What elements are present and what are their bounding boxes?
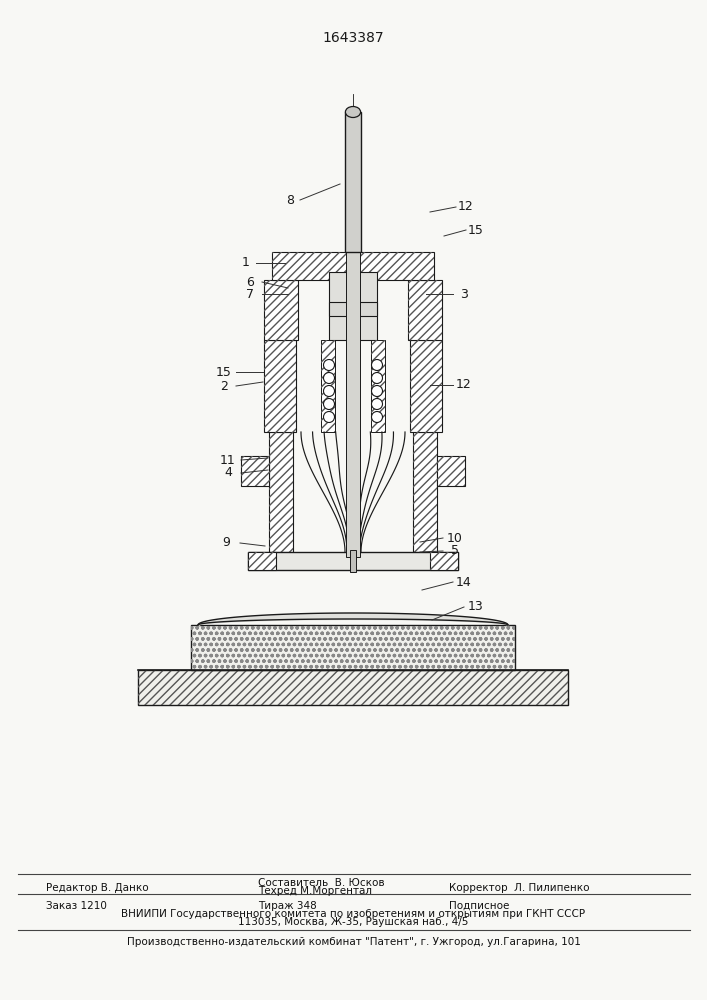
Bar <box>191 625 515 670</box>
Text: Производственно-издательский комбинат "Патент", г. Ужгород, ул.Гагарина, 101: Производственно-издательский комбинат "П… <box>127 937 580 947</box>
Circle shape <box>371 372 382 383</box>
Text: Подписное: Подписное <box>449 901 509 911</box>
Text: 8: 8 <box>286 194 294 207</box>
Bar <box>430 552 458 570</box>
Bar <box>191 625 515 670</box>
Bar <box>264 280 298 340</box>
Text: Заказ 1210: Заказ 1210 <box>46 901 107 911</box>
Bar <box>430 552 458 570</box>
Bar <box>350 550 356 572</box>
Bar <box>138 670 568 705</box>
Circle shape <box>371 360 382 370</box>
Bar <box>138 670 568 705</box>
Bar <box>329 272 377 340</box>
Bar <box>269 432 293 552</box>
Circle shape <box>371 398 382 410</box>
Text: 1: 1 <box>242 256 250 269</box>
Text: 2: 2 <box>220 379 228 392</box>
Bar <box>408 280 442 340</box>
Text: Тираж 348: Тираж 348 <box>258 901 317 911</box>
Text: 15: 15 <box>216 365 232 378</box>
Circle shape <box>324 360 334 370</box>
Text: 6: 6 <box>246 275 254 288</box>
Text: 11: 11 <box>220 454 236 466</box>
Bar <box>371 340 385 432</box>
Bar <box>272 252 434 280</box>
Bar <box>248 552 276 570</box>
Circle shape <box>324 372 334 383</box>
Bar <box>264 340 296 432</box>
Text: 113035, Москва, Ж-35, Раушская наб., 4/5: 113035, Москва, Ж-35, Раушская наб., 4/5 <box>238 917 469 927</box>
Bar <box>264 340 296 432</box>
Circle shape <box>324 398 334 410</box>
Bar <box>272 252 434 280</box>
Circle shape <box>324 412 334 422</box>
Text: 5: 5 <box>451 544 459 558</box>
Text: 14: 14 <box>456 576 472 588</box>
Text: 7: 7 <box>246 288 254 300</box>
Bar <box>371 340 385 432</box>
Text: Составитель  В. Юсков: Составитель В. Юсков <box>258 878 385 888</box>
Bar <box>248 552 458 570</box>
Bar <box>241 456 269 486</box>
Text: 15: 15 <box>468 224 484 236</box>
Text: Редактор В. Данко: Редактор В. Данко <box>46 883 148 893</box>
Text: 4: 4 <box>224 466 232 480</box>
Bar <box>410 340 442 432</box>
Bar <box>408 280 442 340</box>
Bar <box>264 280 298 340</box>
Text: 12: 12 <box>458 200 474 214</box>
Text: 13: 13 <box>468 600 484 613</box>
Bar <box>269 432 293 552</box>
Text: 1643387: 1643387 <box>322 31 384 45</box>
Text: ВНИИПИ Государственного комитета по изобретениям и открытиям при ГКНТ СССР: ВНИИПИ Государственного комитета по изоб… <box>122 909 585 919</box>
Text: Техред М.Моргентал: Техред М.Моргентал <box>258 886 372 896</box>
Circle shape <box>324 385 334 396</box>
Bar <box>345 112 361 252</box>
Circle shape <box>371 385 382 396</box>
Text: 10: 10 <box>447 532 463 544</box>
Bar <box>329 302 377 316</box>
Bar <box>437 456 465 486</box>
Bar <box>413 432 437 552</box>
Bar <box>410 340 442 432</box>
Circle shape <box>371 412 382 422</box>
Bar <box>437 456 465 486</box>
Bar <box>241 456 269 486</box>
Text: 9: 9 <box>222 536 230 550</box>
Bar <box>321 340 335 432</box>
Bar <box>346 252 360 557</box>
Text: 3: 3 <box>460 288 468 300</box>
Text: Корректор  Л. Пилипенко: Корректор Л. Пилипенко <box>449 883 590 893</box>
Bar <box>248 552 276 570</box>
Bar <box>321 340 335 432</box>
Bar <box>413 432 437 552</box>
Text: 12: 12 <box>456 378 472 391</box>
Ellipse shape <box>346 106 361 117</box>
